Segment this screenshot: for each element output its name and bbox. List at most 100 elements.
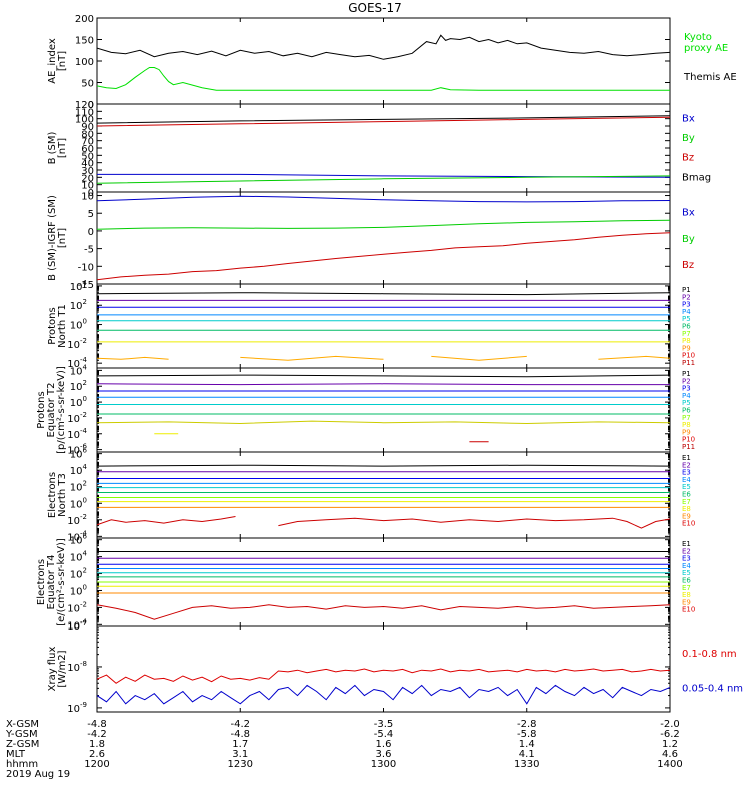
x-row-value: -2.8 xyxy=(517,719,537,730)
legend-label: E10 xyxy=(682,520,695,528)
series-line-p1 xyxy=(97,292,670,296)
y-tick-label: 20 xyxy=(81,173,94,184)
y-tick-label: 100 xyxy=(75,57,94,68)
x-row-value: -4.8 xyxy=(230,729,250,740)
x-row-value: 1300 xyxy=(371,759,396,770)
panel-frame xyxy=(96,451,671,539)
y-axis-label: B (SM)-IGRF (SM) xyxy=(47,195,58,281)
x-row-value: 1.2 xyxy=(662,739,678,750)
y-tick-label: 0 xyxy=(88,188,94,199)
legend-label: Bx xyxy=(682,114,695,125)
y-axis-label: North T1 xyxy=(57,304,68,348)
legend-label: P2 xyxy=(682,377,691,385)
y-axis-label: Xray flux xyxy=(47,647,58,692)
series-line-e10 xyxy=(97,604,670,620)
x-row-value: 3.6 xyxy=(376,749,392,760)
series-line-p1 xyxy=(97,374,670,378)
series-line-kyoto-proxy-ae xyxy=(97,67,670,91)
legend-label: P11 xyxy=(682,359,695,367)
legend-label: E5 xyxy=(682,483,691,491)
y-tick-label: 100 xyxy=(70,583,87,597)
legend-label: E6 xyxy=(682,491,691,499)
y-axis-label: [W/m2] xyxy=(57,650,68,687)
y-tick-label: 200 xyxy=(75,14,94,25)
y-axis-label: Electrons xyxy=(36,559,47,605)
y-tick-label: 102 xyxy=(70,379,87,393)
y-tick-label: 104 xyxy=(70,463,88,477)
series-group xyxy=(97,34,670,91)
x-row-value: -4.8 xyxy=(87,719,107,730)
y-axis-label: Electrons xyxy=(47,472,58,518)
y-axis-label: North T3 xyxy=(57,473,68,517)
y-tick-label: 102 xyxy=(70,298,87,312)
legend-label: 0.1-0.8 nm xyxy=(682,649,737,660)
legend-label: P7 xyxy=(682,330,691,338)
y-tick-label: 10-8 xyxy=(67,660,87,674)
x-row-value: -6.2 xyxy=(660,729,680,740)
x-axis-labels: X-GSM -4.8 -4.2 -3.5 -2.8 -2.0Y-GSM -4.2 -4.8 -5… xyxy=(5,719,683,780)
y-axis-label: [nT] xyxy=(57,51,68,71)
legend-label: P7 xyxy=(682,414,691,422)
legend-label: E8 xyxy=(682,505,691,513)
series-line-e1 xyxy=(97,464,670,467)
x-row-value: -4.2 xyxy=(87,729,107,740)
date-label: 2019 Aug 19 xyxy=(6,769,70,780)
series-group xyxy=(97,292,670,361)
x-row-label: MLT xyxy=(6,749,26,760)
x-row-value: 4.1 xyxy=(519,749,535,760)
x-row-value: 1.7 xyxy=(232,739,248,750)
legend-label: P9 xyxy=(682,428,691,436)
x-row-value: 1.8 xyxy=(89,739,105,750)
legend-label: P11 xyxy=(682,443,695,451)
legend-label: E7 xyxy=(682,584,691,592)
legend-label: P4 xyxy=(682,308,691,316)
x-row-value: 3.1 xyxy=(232,749,248,760)
series-line-p7 xyxy=(97,420,670,425)
legend-label: E10 xyxy=(682,606,695,614)
series-group xyxy=(97,195,670,281)
y-axis-label: [nT] xyxy=(57,228,68,248)
legend-label: By xyxy=(682,234,695,245)
figure-title: GOES-17 xyxy=(348,1,402,15)
legend-label: E1 xyxy=(682,540,691,548)
panel-frame xyxy=(96,191,671,285)
legend-label: E4 xyxy=(682,476,691,484)
legend-label: E3 xyxy=(682,555,691,563)
y-axis-label: Equator T4 xyxy=(46,555,57,610)
y-tick-label: 10-2 xyxy=(67,513,87,527)
y-axis-label: Protons xyxy=(47,307,58,344)
y-tick-label: 110 xyxy=(75,107,94,118)
legend-label: P6 xyxy=(682,407,691,415)
x-row-label: hhmm xyxy=(6,759,38,770)
legend-label: P2 xyxy=(682,293,691,301)
y-tick-label: 50 xyxy=(81,79,94,90)
x-row-value: -3.5 xyxy=(374,719,394,730)
panel-frame xyxy=(96,367,671,453)
y-tick-label: 50 xyxy=(81,151,94,162)
series-line-p8 xyxy=(598,355,670,360)
series-group xyxy=(97,551,670,620)
y-tick-label: 102 xyxy=(70,567,87,581)
y-tick-label: 10-2 xyxy=(67,411,87,425)
y-tick-label: -10 xyxy=(78,262,94,273)
legend-label: Bmag xyxy=(682,172,711,183)
x-row-value: 1400 xyxy=(657,759,682,770)
y-tick-label: 120 xyxy=(75,100,94,111)
legend-label: P3 xyxy=(682,385,691,393)
y-tick-label: 10-9 xyxy=(67,701,87,715)
x-row-value: 4.6 xyxy=(662,749,678,760)
series-line-by xyxy=(97,175,670,184)
y-tick-label: 0 xyxy=(88,100,94,111)
legend-label: 0.05-0.4 nm xyxy=(682,683,743,694)
series-line-bz xyxy=(97,116,670,127)
y-tick-label: 0 xyxy=(88,227,94,238)
legend-label: P8 xyxy=(682,337,691,345)
y-tick-label: 40 xyxy=(81,159,94,170)
x-row-label: Z-GSM xyxy=(6,739,39,750)
y-axis-label: [nT] xyxy=(57,138,68,158)
series-line-by xyxy=(97,219,670,230)
legend-label: P4 xyxy=(682,392,691,400)
